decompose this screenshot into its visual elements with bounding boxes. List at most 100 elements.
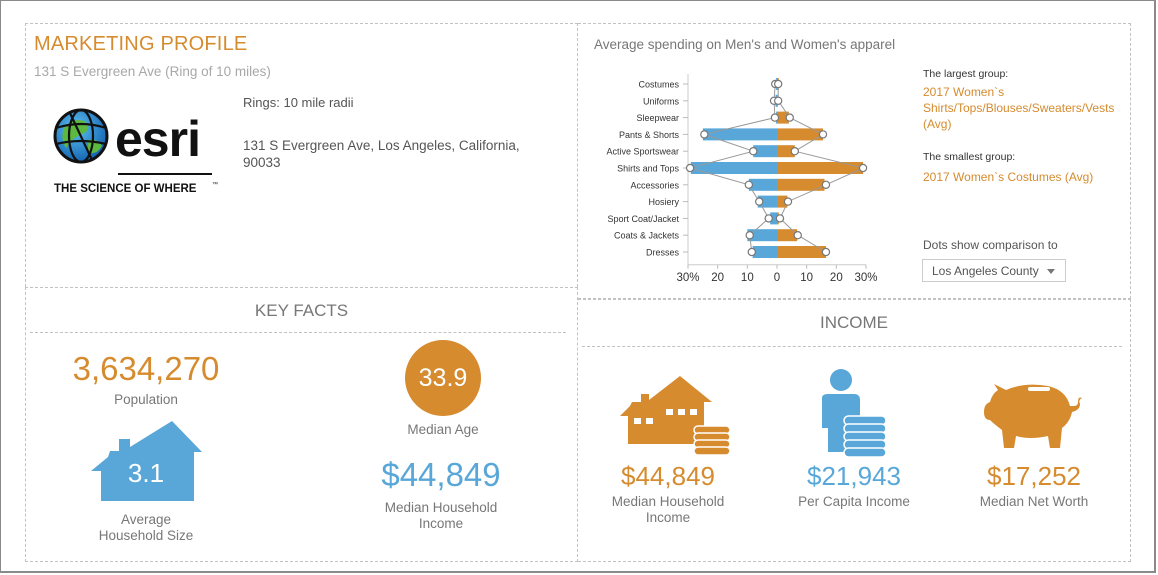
address-text: 131 S Evergreen Ave, Los Angeles, Califo… (243, 138, 520, 170)
population-value: 3,634,270 (72, 350, 220, 387)
income-item-net-worth: $17,252 Median Net Worth (954, 376, 1114, 510)
median-household-income-stat: $44,849 Median Household Income (356, 456, 526, 532)
bar-men (770, 212, 777, 225)
bar-men (753, 145, 777, 158)
median-household-income-value: $44,849 (381, 456, 501, 493)
bar-men (690, 162, 777, 174)
income-item-per-capita: $21,943 Per Capita Income (774, 368, 934, 510)
comparison-dot-men (754, 197, 764, 206)
bar-women (777, 195, 788, 208)
population-stat: 3,634,270 Population (46, 350, 246, 408)
comparison-dot-women (821, 247, 831, 257)
comparison-dropdown[interactable]: Los Angeles County (922, 259, 1066, 282)
x-tick-label: 10 (800, 272, 813, 284)
comparison-dot-women (790, 146, 799, 156)
median-age-value: 33.9 (405, 340, 481, 416)
comparison-dot-men (749, 146, 758, 156)
bar-men (747, 229, 777, 242)
bar-women (777, 162, 864, 174)
category-label: Coats & Jackets (614, 231, 680, 241)
category-label: Costumes (638, 80, 679, 90)
comparison-dot-women (773, 96, 783, 106)
divider (582, 346, 1122, 347)
page-title: MARKETING PROFILE (34, 33, 248, 55)
comparison-dot-women (818, 130, 828, 139)
income-title: INCOME (820, 313, 888, 332)
rings-text: Rings: 10 mile radii (243, 95, 354, 110)
bar-men (748, 178, 777, 191)
bar-women (777, 128, 823, 141)
comparison-dot-men (744, 180, 754, 190)
bar-women (777, 178, 825, 191)
income-label: Median Household Income (611, 494, 725, 525)
chevron-down-icon (1047, 269, 1055, 274)
comparison-dot-women (821, 180, 831, 190)
comparison-dot-men (745, 230, 754, 240)
marketing-profile-panel: MARKETING PROFILE 131 S Evergreen Ave (R… (25, 23, 578, 287)
median-age-label: Median Age (407, 422, 479, 437)
income-item-median-household: $44,849 Median Household Income (588, 376, 748, 526)
comparison-dot-women (773, 79, 783, 89)
bar-women (777, 246, 826, 258)
x-tick-label: 20 (830, 272, 843, 284)
bar-women (777, 145, 795, 158)
comparison-dot-men (700, 130, 709, 139)
comparison-selected: Los Angeles County (932, 264, 1039, 278)
comparison-dot-women (785, 113, 794, 122)
category-label: Sleepwear (636, 113, 679, 123)
logo-tagline: THE SCIENCE OF WHERE (54, 183, 197, 195)
x-tick-label: 10 (741, 272, 754, 284)
household-size-label: Average Household Size (98, 512, 194, 543)
bar-men (752, 246, 777, 258)
bar-men (757, 195, 777, 208)
comparison-dot-men (770, 113, 780, 122)
globe-icon: esri THE SCIENCE OF WHERE ™ (53, 108, 218, 195)
category-label: Active Sportswear (606, 147, 679, 157)
income-value: $17,252 (987, 461, 1081, 491)
income-value: $21,943 (807, 461, 901, 491)
largest-group-value: 2017 Women`s Shirts/Tops/Blouses/Sweater… (923, 85, 1115, 131)
apparel-chart: Costumes Uniforms Sleepwear Pants & Shorts A… (606, 74, 878, 284)
logo-wordmark: esri (115, 111, 200, 167)
person-coins-icon (822, 369, 887, 458)
x-tick-label: 30% (854, 272, 877, 284)
income-label: Per Capita Income (798, 494, 910, 509)
key-facts-title: KEY FACTS (254, 301, 349, 320)
category-label: Accessories (630, 180, 679, 190)
income-label: Median Net Worth (979, 494, 1089, 509)
household-size-stat: 3.1 Average Household Size (86, 421, 206, 543)
comparison-dot-men (764, 214, 773, 223)
population-label: Population (114, 392, 178, 407)
comparison-label: Dots show comparison to (923, 238, 1058, 252)
x-tick-label: 20 (711, 272, 724, 284)
x-tick-label: 0 (774, 272, 780, 284)
location-subtitle: 131 S Evergreen Ave (Ring of 10 miles) (34, 64, 271, 79)
house-coins-icon (620, 376, 731, 456)
esri-logo: esri THE SCIENCE OF WHERE ™ (52, 108, 222, 198)
x-tick-label: 30% (676, 272, 699, 284)
median-age-stat: 33.9 Median Age (396, 340, 490, 438)
smallest-group-value: 2017 Women`s Costumes (Avg) (923, 170, 1094, 184)
comparison-dot-women (775, 214, 785, 223)
comparison-dot-women (783, 197, 793, 206)
apparel-spending-panel: Average spending on Men's and Women's ap… (578, 23, 1131, 299)
comparison-dot-men (685, 163, 695, 173)
category-label: Shirts and Tops (617, 164, 679, 174)
piggy-bank-icon (984, 384, 1082, 448)
household-size-value: 3.1 (127, 458, 165, 488)
comparison-dot-women (858, 163, 868, 173)
bar-women (777, 229, 798, 242)
category-label: Uniforms (643, 96, 680, 106)
income-value: $44,849 (621, 461, 715, 491)
comparison-dot-men (747, 247, 756, 257)
chart-title: Average spending on Men's and Women's ap… (594, 37, 896, 52)
house-icon (91, 421, 202, 501)
smallest-group-label: The smallest group: (923, 151, 1016, 163)
category-label: Hosiery (648, 197, 679, 207)
category-label: Dresses (646, 248, 680, 258)
bar-women (777, 111, 789, 124)
category-label: Pants & Shorts (619, 130, 680, 140)
key-facts-panel: KEY FACTS 3,634,270 Population 3.1 Avera… (25, 287, 578, 562)
largest-group-label: The largest group: (923, 68, 1009, 80)
